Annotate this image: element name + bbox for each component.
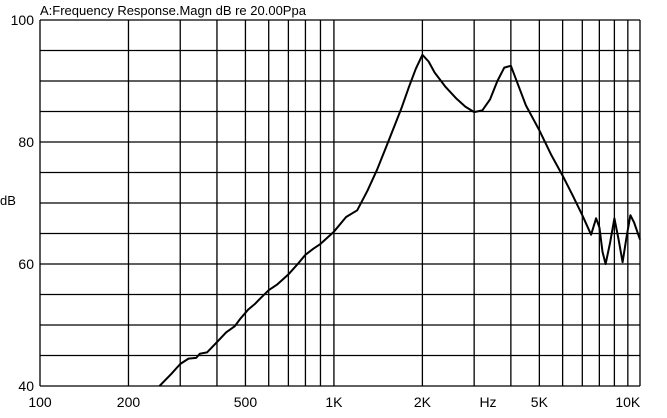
x-tick-label: 10K — [615, 394, 641, 410]
frequency-response-line — [158, 53, 641, 387]
tick-labels: 100 200 500 1K 2K 5K 10K 100 80 60 40 — [11, 12, 641, 410]
y-tick-label: 60 — [18, 256, 34, 272]
series-group — [158, 53, 641, 387]
x-tick-label: 1K — [325, 394, 343, 410]
chart-title: A:Frequency Response.Magn dB re 20.00Ppa — [40, 3, 307, 18]
x-tick-label: 100 — [28, 394, 52, 410]
x-tick-label: 5K — [531, 394, 549, 410]
plot-grid — [39, 19, 641, 387]
y-tick-label: 40 — [18, 378, 34, 394]
x-tick-label: 200 — [117, 394, 141, 410]
y-tick-label: 80 — [18, 134, 34, 150]
x-axis-label: Hz — [479, 394, 496, 410]
x-tick-label: 500 — [234, 394, 258, 410]
y-tick-label: 100 — [11, 12, 35, 28]
y-axis-label: dB — [0, 193, 16, 208]
x-tick-label: 2K — [414, 394, 432, 410]
